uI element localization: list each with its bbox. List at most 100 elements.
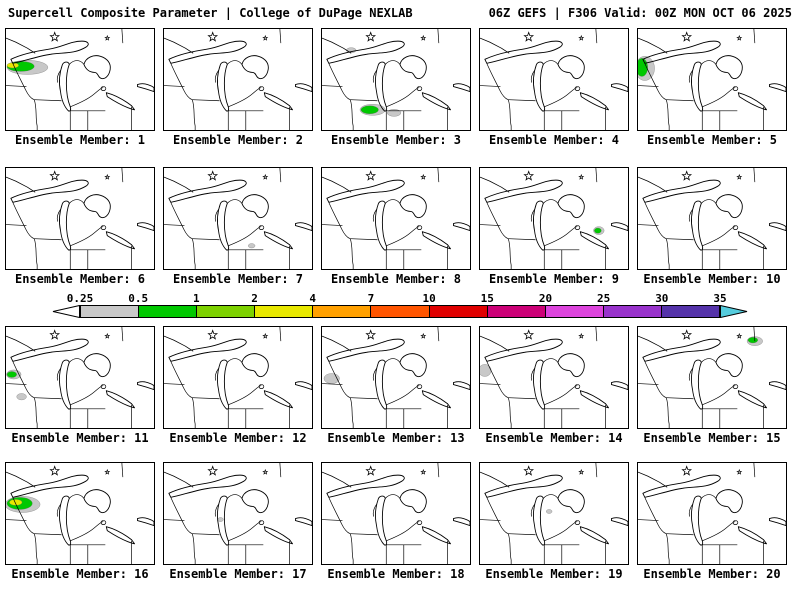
map-outline-path [507, 533, 512, 564]
map-outline-path [385, 494, 401, 499]
ensemble-map [479, 167, 629, 270]
map-outline-path [214, 504, 219, 517]
ensemble-map [163, 462, 313, 565]
colorbar-tick-label: 2 [251, 292, 258, 305]
map-outline-path [595, 29, 598, 44]
ensemble-panel: Ensemble Member: 7 [163, 167, 313, 286]
map-outline-path [595, 168, 598, 183]
scp-fill-blob [6, 371, 17, 378]
map-outline-path [350, 99, 378, 102]
star-marker-icon [49, 329, 61, 340]
map-outline-path [33, 533, 38, 564]
map-outline-path [544, 87, 578, 108]
ensemble-panel: Ensemble Member: 18 [321, 462, 471, 581]
map-outline-path [638, 383, 659, 385]
ensemble-map [479, 28, 629, 131]
map-outline-path [295, 83, 312, 93]
map-outline-path [69, 60, 85, 65]
map-outline-path [263, 92, 293, 111]
map-outline-path [12, 63, 35, 101]
map-outline-path [100, 520, 107, 525]
map-outline-path [480, 224, 501, 226]
map-outline-path [508, 238, 536, 241]
map-outline-path [349, 99, 354, 130]
map-outline-path [295, 517, 312, 527]
map-outline-path [533, 359, 546, 410]
ensemble-map [321, 462, 471, 565]
map-outline-path [399, 194, 427, 219]
map-outline-path [164, 37, 194, 54]
map-outline-path [530, 70, 535, 83]
map-outline-path [508, 99, 536, 102]
ensemble-panel: Ensemble Member: 20 [637, 462, 787, 581]
small-star-marker-icon [736, 34, 743, 41]
map-outline-path [10, 40, 89, 64]
ensemble-panel: Ensemble Member: 2 [163, 28, 313, 147]
map-outline-path [486, 497, 509, 535]
map-outline-path [100, 86, 107, 91]
ensemble-map [479, 462, 629, 565]
panel-row-1: Ensemble Member: 1 Ensemble Member: 2 Ense… [0, 28, 800, 147]
ensemble-map [5, 326, 155, 429]
map-outline-path [595, 327, 598, 342]
colorbar-tick-label: 0.25 [66, 292, 94, 305]
map-outline-path [421, 526, 451, 545]
small-star-marker-icon [736, 173, 743, 180]
colorbar-segment [370, 306, 429, 317]
map-outline-path [326, 40, 405, 64]
colorbar-tick-label: 15 [480, 292, 494, 305]
panel-row-4: Ensemble Member: 16 Ensemble Member: 17 En… [0, 462, 800, 581]
small-star-marker-icon [578, 173, 585, 180]
map-outline-path [33, 99, 38, 130]
map-outline-path [191, 397, 196, 428]
ensemble-panel: Ensemble Member: 4 [479, 28, 629, 147]
map-outline-path [544, 521, 578, 542]
map-outline-path [437, 327, 440, 342]
map-outline-path [732, 86, 739, 91]
map-outline-path [170, 361, 193, 399]
map-outline-path [241, 194, 269, 219]
map-outline-path [328, 63, 351, 101]
map-outline-path [295, 381, 312, 391]
map-outline-path [137, 517, 154, 527]
star-marker-icon [207, 329, 219, 340]
map-outline-path [611, 222, 628, 232]
map-outline-path [691, 359, 704, 410]
map-outline-path [533, 61, 546, 112]
map-outline-path [644, 497, 667, 535]
ensemble-panel: Ensemble Member: 5 [637, 28, 787, 147]
map-outline-path [688, 368, 693, 381]
map-outline-path [737, 526, 767, 545]
map-outline-path [59, 359, 72, 410]
map-outline-path [385, 358, 401, 363]
map-outline-path [168, 179, 247, 203]
small-star-marker-icon [736, 468, 743, 475]
map-outline-path [715, 489, 743, 514]
small-star-marker-icon [104, 34, 111, 41]
map-outline-path [70, 226, 104, 247]
map-outline-path [557, 353, 585, 378]
colorbar: 0.25 0.5 1 2 4 7 10 15 20 25 30 35 [52, 292, 748, 318]
map-outline-path [164, 335, 194, 352]
map-outline-path [769, 222, 786, 232]
map-outline-path [12, 497, 35, 535]
map-outline-path [33, 397, 38, 428]
map-outline-path [399, 353, 427, 378]
map-outline-path [437, 29, 440, 44]
map-outline-path [258, 384, 265, 389]
panel-row-2: Ensemble Member: 6 Ensemble Member: 7 Ense… [0, 167, 800, 286]
map-outline-path [168, 338, 247, 362]
map-outline-path [638, 471, 668, 488]
ensemble-map [5, 28, 155, 131]
star-marker-icon [49, 31, 61, 42]
map-outline-path [507, 99, 512, 130]
star-marker-icon [523, 170, 535, 181]
map-outline-path [375, 200, 388, 251]
map-outline-path [217, 495, 230, 546]
map-outline-path [579, 92, 609, 111]
ensemble-map [163, 167, 313, 270]
colorbar-segment [602, 306, 661, 317]
map-outline-path [100, 225, 107, 230]
colorbar-segment [660, 306, 721, 317]
map-outline-path [214, 209, 219, 222]
